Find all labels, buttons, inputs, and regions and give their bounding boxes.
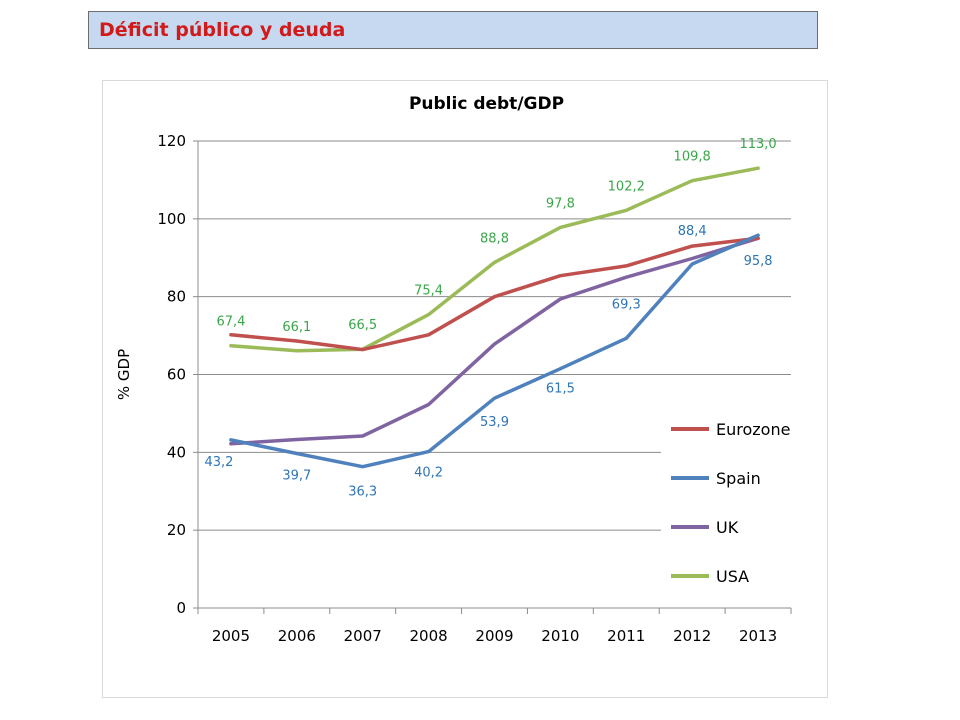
data-label-usa: 88,8 bbox=[480, 231, 509, 246]
x-tick-label: 2007 bbox=[344, 627, 382, 645]
data-label-spain: 40,2 bbox=[414, 466, 443, 481]
series-line-uk bbox=[229, 236, 760, 446]
data-label-usa: 66,5 bbox=[348, 318, 377, 333]
y-tick-label: 100 bbox=[157, 210, 186, 228]
data-label-usa: 66,1 bbox=[282, 320, 311, 335]
data-label-spain: 36,3 bbox=[348, 485, 377, 500]
y-tick-label: 80 bbox=[167, 288, 186, 306]
data-label-usa: 109,8 bbox=[674, 150, 711, 165]
legend-label-eurozone: Eurozone bbox=[716, 420, 790, 439]
legend-label-uk: UK bbox=[716, 518, 739, 537]
x-tick-label: 2006 bbox=[278, 627, 316, 645]
slide-title-banner: Déficit público y deuda bbox=[88, 11, 818, 49]
data-label-usa: 75,4 bbox=[414, 284, 443, 299]
y-tick-label: 60 bbox=[167, 366, 186, 384]
y-tick-label: 20 bbox=[167, 521, 186, 539]
chart-title: Public debt/GDP bbox=[409, 94, 564, 114]
x-tick-label: 2008 bbox=[410, 627, 448, 645]
series-line-usa bbox=[229, 166, 760, 353]
data-label-spain: 53,9 bbox=[480, 415, 509, 430]
data-label-spain: 39,7 bbox=[282, 469, 311, 484]
x-tick-label: 2012 bbox=[673, 627, 711, 645]
y-tick-label: 120 bbox=[157, 132, 186, 150]
public-debt-line-chart: Public debt/GDP % GDP 0 20 40 60 80 100 120 2005 2… bbox=[115, 94, 793, 645]
data-label-spain: 43,2 bbox=[204, 455, 233, 470]
x-tick-label: 2011 bbox=[607, 627, 645, 645]
y-axis-title: % GDP bbox=[115, 349, 133, 400]
data-label-spain: 61,5 bbox=[546, 382, 575, 397]
x-tick-label: 2010 bbox=[541, 627, 579, 645]
x-tick-label: 2005 bbox=[212, 627, 250, 645]
data-label-usa: 113,0 bbox=[739, 137, 776, 152]
y-tick-label: 0 bbox=[176, 599, 186, 617]
slide-title: Déficit público y deuda bbox=[99, 19, 346, 41]
data-label-spain: 69,3 bbox=[612, 297, 641, 312]
chart-frame: Public debt/GDP % GDP 0 20 40 60 80 100 120 2005 2… bbox=[102, 80, 828, 698]
series-line-spain bbox=[229, 233, 760, 469]
data-label-usa: 97,8 bbox=[546, 196, 575, 211]
series-line-eurozone bbox=[229, 236, 760, 352]
data-label-usa: 67,4 bbox=[216, 315, 245, 330]
legend-label-spain: Spain bbox=[716, 469, 761, 488]
data-label-usa: 102,2 bbox=[608, 179, 645, 194]
data-label-spain: 88,4 bbox=[678, 224, 707, 239]
legend-label-usa: USA bbox=[716, 567, 749, 586]
y-tick-label: 40 bbox=[167, 443, 186, 461]
legend-box bbox=[661, 403, 793, 599]
x-tick-label: 2009 bbox=[475, 627, 513, 645]
x-tick-label: 2013 bbox=[739, 627, 777, 645]
data-label-spain: 95,8 bbox=[744, 254, 773, 269]
